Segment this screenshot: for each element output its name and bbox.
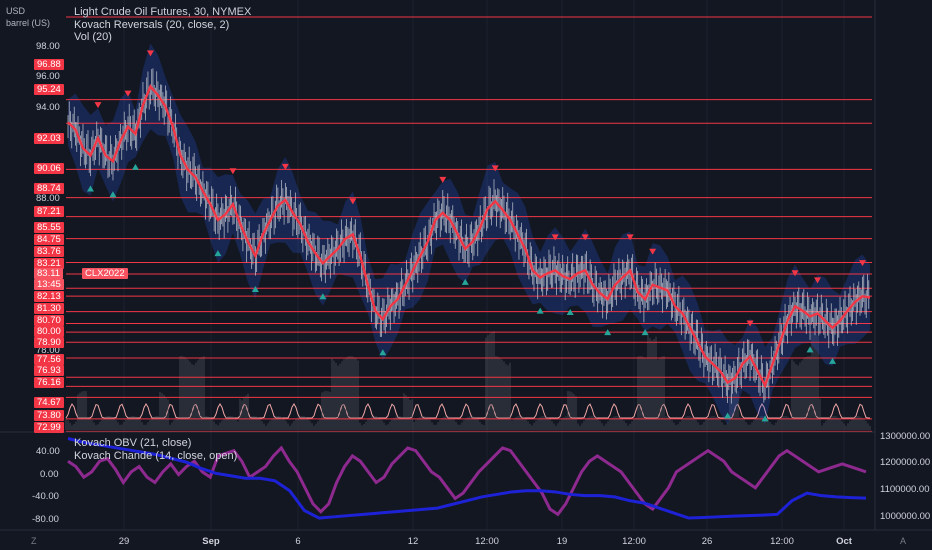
obv-line — [67, 437, 867, 520]
chande-tick: 40.00 — [36, 446, 60, 457]
level-badge: 88.74 — [34, 183, 64, 194]
bull-reversal-marker — [536, 307, 544, 314]
level-badge: 92.03 — [34, 133, 64, 144]
reversal-markers — [86, 50, 867, 422]
bear-reversal-marker — [626, 234, 634, 241]
unit-label: barrel (US) — [6, 18, 51, 28]
bull-reversal-marker — [604, 329, 612, 336]
time-tick: 12:00 — [475, 536, 499, 547]
time-tick: 19 — [556, 536, 568, 547]
bear-reversal-marker — [229, 168, 237, 175]
obv-tick: 1100000.00 — [880, 484, 930, 495]
currency-label: USD — [6, 6, 26, 16]
level-badge: 74.67 — [34, 397, 64, 408]
time-tick: 12:00 — [622, 536, 646, 547]
level-badge: 77.56 — [34, 354, 64, 365]
price-tick: 78.00 — [36, 345, 60, 356]
price-tick: 98.00 — [36, 41, 60, 52]
bear-reversal-marker — [146, 50, 154, 57]
bull-reversal-marker — [724, 412, 732, 419]
level-badge: 78.90 — [34, 337, 64, 348]
level-badge: 82.13 — [34, 291, 64, 302]
time-tick: 12:00 — [770, 536, 794, 547]
indicator-legend-chande[interactable]: Kovach Chande (14, close, open) — [74, 450, 238, 462]
indicator-legend-volume[interactable]: Vol (20) — [74, 31, 112, 43]
obv-tick: 1000000.00 — [880, 511, 931, 522]
bear-reversal-marker — [281, 163, 289, 170]
chande-tick: 0.00 — [40, 469, 59, 480]
bear-reversal-marker — [859, 260, 867, 267]
timezone-button[interactable]: Z — [31, 536, 37, 546]
bull-reversal-marker — [131, 163, 139, 170]
bear-reversal-marker — [124, 90, 132, 97]
bear-reversal-marker — [649, 248, 657, 255]
bull-reversal-marker — [214, 250, 222, 257]
reversal-ma-line — [67, 84, 871, 389]
bear-reversal-marker — [746, 320, 754, 327]
level-badge: 95.24 — [34, 84, 64, 95]
bear-reversal-marker — [791, 270, 799, 277]
time-tick: 12 — [407, 536, 419, 547]
bull-reversal-marker — [829, 357, 837, 364]
level-badge: 76.16 — [34, 377, 64, 388]
volume-wave-line — [65, 403, 870, 419]
current-price-badge: 83.11 — [34, 268, 64, 279]
bull-reversal-marker — [379, 349, 387, 356]
price-tick: 94.00 — [36, 102, 60, 113]
level-badge: 90.06 — [34, 163, 64, 174]
time-tick: 26 — [701, 536, 713, 547]
symbol-legend[interactable]: Light Crude Oil Futures, 30, NYMEX — [74, 6, 252, 18]
bull-reversal-marker — [251, 286, 259, 293]
level-badge: 85.55 — [34, 222, 64, 233]
level-badge: 73.80 — [34, 410, 64, 421]
price-tick: 96.00 — [36, 71, 60, 82]
bull-reversal-marker — [641, 329, 649, 336]
level-badge: 83.21 — [34, 258, 64, 269]
level-badge: 80.70 — [34, 315, 64, 326]
bull-reversal-marker — [319, 293, 327, 300]
bull-reversal-marker — [461, 278, 469, 285]
auto-scale-button[interactable]: A — [900, 536, 907, 546]
bear-reversal-marker — [94, 102, 102, 109]
chande-tick: -80.00 — [32, 514, 59, 525]
time-tick: Oct — [836, 536, 852, 547]
indicator-legend-obv[interactable]: Kovach OBV (21, close) — [74, 437, 192, 449]
bull-reversal-marker — [761, 415, 769, 422]
level-badge: 72.99 — [34, 422, 64, 433]
bull-reversal-marker — [86, 185, 94, 192]
bear-reversal-marker — [439, 176, 447, 183]
level-badge: 96.88 — [34, 59, 64, 70]
obv-tick: 1300000.00 — [880, 431, 931, 442]
indicator-legend-reversals[interactable]: Kovach Reversals (20, close, 2) — [74, 19, 230, 31]
bear-reversal-marker — [581, 234, 589, 241]
level-badge: 84.75 — [34, 234, 64, 245]
level-badge: 81.30 — [34, 303, 64, 314]
time-tick: 6 — [295, 536, 301, 547]
symbol-tag-badge: CLX2022 — [82, 268, 128, 279]
bear-reversal-marker — [349, 198, 357, 205]
volume-oscillator-wave — [65, 403, 870, 419]
level-badge: 76.93 — [34, 365, 64, 376]
price-tick: 88.00 — [36, 193, 60, 204]
time-tick: 29 — [118, 536, 130, 547]
bear-reversal-marker — [491, 165, 499, 172]
bull-reversal-marker — [806, 346, 814, 353]
time-tick: Sep — [202, 536, 220, 547]
level-badge: 87.21 — [34, 206, 64, 217]
level-lines — [66, 16, 872, 432]
level-badge: 83.76 — [34, 246, 64, 257]
bear-reversal-marker — [551, 234, 559, 241]
obv-tick: 1200000.00 — [880, 457, 931, 468]
chande-line — [67, 445, 867, 517]
bear-reversal-marker — [814, 277, 822, 284]
chande-tick: -40.00 — [32, 491, 59, 502]
countdown-badge: 13:45 — [34, 279, 64, 290]
grid — [123, 0, 845, 530]
level-badge: 80.00 — [34, 326, 64, 337]
bull-reversal-marker — [109, 191, 117, 198]
bull-reversal-marker — [566, 309, 574, 316]
volatility-band — [68, 43, 870, 425]
